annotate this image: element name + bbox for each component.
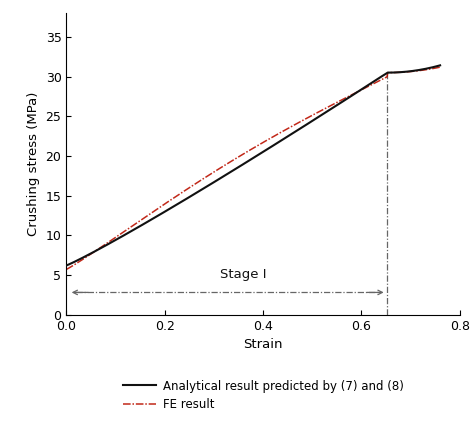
Legend: Analytical result predicted by (7) and (8), FE result: Analytical result predicted by (7) and (… [118, 375, 408, 416]
Y-axis label: Crushing stress (MPa): Crushing stress (MPa) [27, 92, 40, 236]
Text: Stage I: Stage I [220, 268, 267, 281]
X-axis label: Strain: Strain [243, 338, 283, 351]
